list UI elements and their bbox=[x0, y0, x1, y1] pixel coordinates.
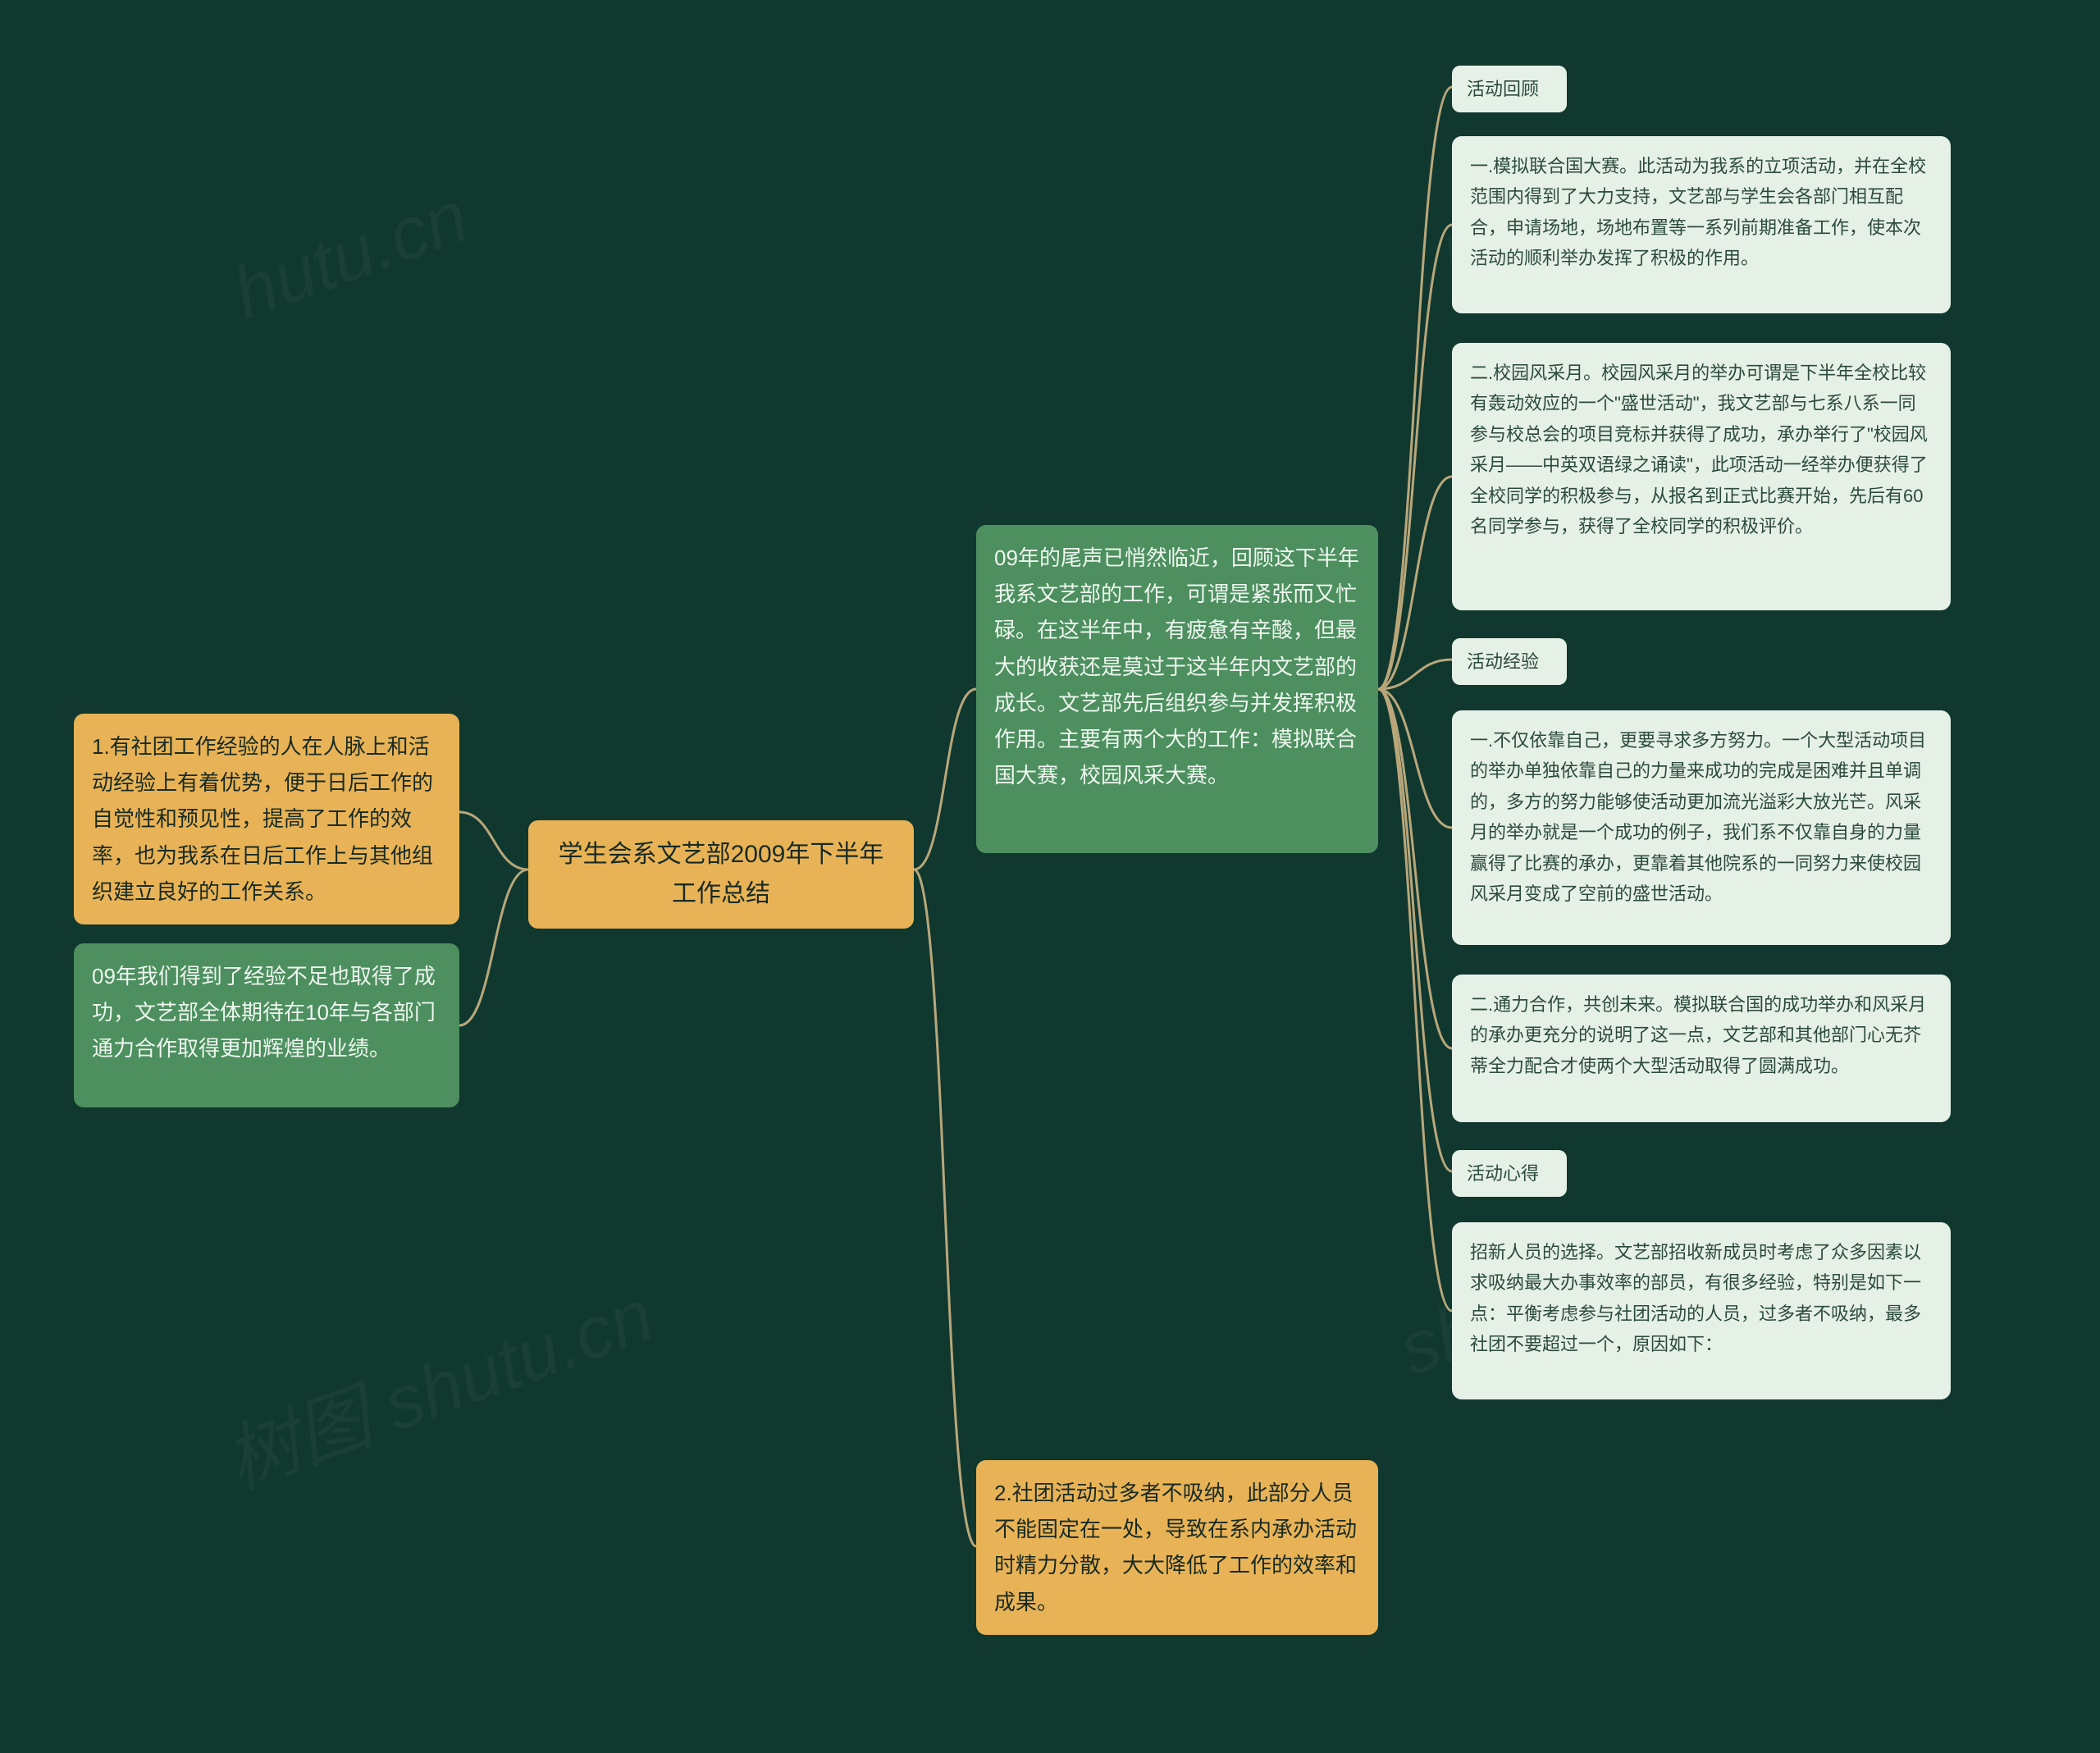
node-root[interactable]: 学生会系文艺部2009年下半年工作总结 bbox=[528, 820, 914, 929]
node-label_xinde[interactable]: 活动心得 bbox=[1452, 1150, 1567, 1197]
node-text: 活动经验 bbox=[1467, 651, 1539, 672]
node-text: 活动回顾 bbox=[1467, 79, 1539, 99]
node-text: 活动心得 bbox=[1467, 1163, 1539, 1184]
connector bbox=[1378, 660, 1452, 689]
watermark: hutu.cn bbox=[222, 175, 479, 337]
node-rightB[interactable]: 2.社团活动过多者不吸纳，此部分人员不能固定在一处，导致在系内承办活动时精力分散… bbox=[976, 1460, 1378, 1635]
node-text: 2.社团活动过多者不吸纳，此部分人员不能固定在一处，导致在系内承办活动时精力分散… bbox=[994, 1481, 1357, 1614]
connector bbox=[459, 870, 528, 1025]
node-text: 一.模拟联合国大赛。此活动为我系的立项活动，并在全校范围内得到了大力支持，文艺部… bbox=[1470, 156, 1926, 268]
node-leftB[interactable]: 09年我们得到了经验不足也取得了成功，文艺部全体期待在10年与各部门通力合作取得… bbox=[74, 943, 459, 1107]
connector bbox=[1378, 689, 1452, 828]
node-label_exp[interactable]: 活动经验 bbox=[1452, 638, 1567, 685]
node-leaf_review2[interactable]: 二.校园风采月。校园风采月的举办可谓是下半年全校比较有轰动效应的一个"盛世活动"… bbox=[1452, 343, 1951, 610]
connector bbox=[1378, 87, 1452, 689]
node-leaf_xinde1[interactable]: 招新人员的选择。文艺部招收新成员时考虑了众多因素以求吸纳最大办事效率的部员，有很… bbox=[1452, 1222, 1951, 1399]
node-leaf_review1[interactable]: 一.模拟联合国大赛。此活动为我系的立项活动，并在全校范围内得到了大力支持，文艺部… bbox=[1452, 136, 1951, 313]
connector bbox=[1378, 477, 1452, 689]
node-text: 1.有社团工作经验的人在人脉上和活动经验上有着优势，便于日后工作的自觉性和预见性… bbox=[92, 734, 433, 904]
connector bbox=[1378, 225, 1452, 689]
connector bbox=[914, 689, 976, 870]
node-rightMain[interactable]: 09年的尾声已悄然临近，回顾这下半年我系文艺部的工作，可谓是紧张而又忙碌。在这半… bbox=[976, 525, 1378, 853]
connector bbox=[1378, 689, 1452, 1311]
node-text: 一.不仅依靠自己，更要寻求多方努力。一个大型活动项目的举办单独依靠自己的力量来成… bbox=[1470, 730, 1926, 904]
connector bbox=[459, 812, 528, 870]
watermark: 树图 shutu.cn bbox=[208, 1256, 665, 1509]
node-leftA[interactable]: 1.有社团工作经验的人在人脉上和活动经验上有着优势，便于日后工作的自觉性和预见性… bbox=[74, 714, 459, 924]
node-leaf_exp1[interactable]: 一.不仅依靠自己，更要寻求多方努力。一个大型活动项目的举办单独依靠自己的力量来成… bbox=[1452, 710, 1951, 945]
node-text: 09年的尾声已悄然临近，回顾这下半年我系文艺部的工作，可谓是紧张而又忙碌。在这半… bbox=[994, 546, 1359, 787]
node-text: 09年我们得到了经验不足也取得了成功，文艺部全体期待在10年与各部门通力合作取得… bbox=[92, 964, 436, 1061]
node-text: 二.校园风采月。校园风采月的举办可谓是下半年全校比较有轰动效应的一个"盛世活动"… bbox=[1470, 363, 1928, 536]
node-text: 招新人员的选择。文艺部招收新成员时考虑了众多因素以求吸纳最大办事效率的部员，有很… bbox=[1470, 1242, 1921, 1354]
node-label_review[interactable]: 活动回顾 bbox=[1452, 66, 1567, 112]
connector bbox=[1378, 689, 1452, 1171]
connector bbox=[1378, 689, 1452, 1048]
mindmap-canvas: 树图 shutu.cnshutu.cnhutu.cnhu学生会系文艺部2009年… bbox=[0, 0, 2100, 1753]
node-text: 二.通力合作，共创未来。模拟联合国的成功举办和风采月的承办更充分的说明了这一点，… bbox=[1470, 994, 1926, 1076]
connector bbox=[914, 870, 976, 1546]
node-text: 学生会系文艺部2009年下半年工作总结 bbox=[559, 841, 884, 907]
node-leaf_exp2[interactable]: 二.通力合作，共创未来。模拟联合国的成功举办和风采月的承办更充分的说明了这一点，… bbox=[1452, 975, 1951, 1122]
